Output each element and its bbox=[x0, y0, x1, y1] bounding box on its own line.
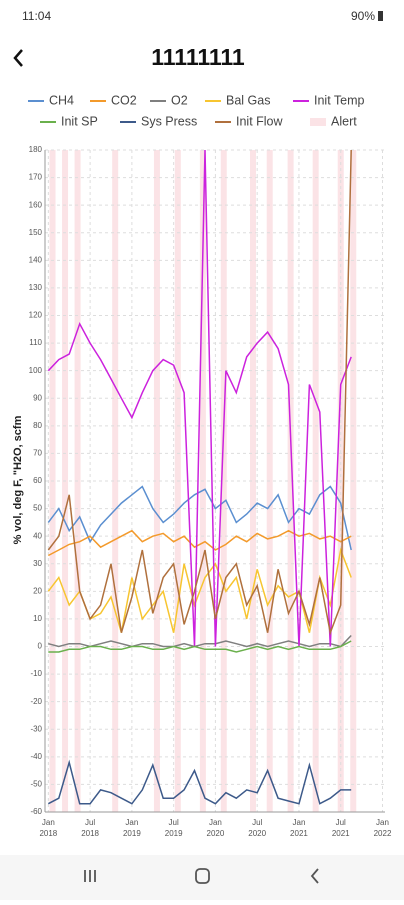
legend-swatch bbox=[310, 118, 326, 126]
alert-band bbox=[287, 150, 294, 812]
series-line bbox=[47, 150, 352, 636]
y-tick-label: 180 bbox=[29, 145, 43, 154]
y-tick-label: 50 bbox=[33, 504, 42, 513]
y-tick-label: 0 bbox=[38, 642, 43, 651]
back-button[interactable] bbox=[13, 49, 23, 67]
x-tick-label: Jan 2022 bbox=[374, 818, 392, 838]
y-tick-label: 10 bbox=[33, 614, 42, 623]
y-tick-label: 110 bbox=[29, 338, 42, 347]
y-tick-label: 100 bbox=[29, 366, 43, 375]
y-tick-label: -40 bbox=[30, 752, 42, 761]
x-tick-label: Jan 2021 bbox=[290, 818, 308, 838]
y-tick-label: 120 bbox=[29, 311, 43, 320]
y-tick-label: 60 bbox=[33, 476, 42, 485]
plot: -60 -50 -40 -30 -20 -10 0 10 20 30 40 50 60 70 80 90 100… bbox=[29, 145, 392, 838]
y-tick-label: 80 bbox=[33, 421, 42, 430]
x-tick-label: Jul 2018 bbox=[81, 818, 99, 838]
x-tick-label: Jan 2020 bbox=[207, 818, 225, 838]
y-tick-label: 70 bbox=[33, 449, 42, 458]
series-line bbox=[47, 485, 352, 551]
legend-label: CH4 bbox=[49, 93, 74, 107]
y-tick-label: 140 bbox=[29, 255, 43, 264]
x-tick-label: Jan 2018 bbox=[39, 818, 57, 838]
y-tick-label: -10 bbox=[30, 669, 42, 678]
battery-icon bbox=[378, 11, 383, 21]
y-tick-label: -50 bbox=[30, 780, 42, 789]
y-tick-label: 150 bbox=[29, 228, 43, 237]
series-line bbox=[47, 529, 352, 557]
nav-back[interactable] bbox=[310, 868, 319, 884]
y-tick-label: 170 bbox=[29, 173, 43, 182]
legend-label: O2 bbox=[171, 93, 188, 107]
legend-label: Init Temp bbox=[314, 93, 365, 107]
y-tick-label: -20 bbox=[30, 697, 42, 706]
alert-band bbox=[250, 150, 257, 812]
y-tick-label: 20 bbox=[33, 586, 42, 595]
alert-band bbox=[112, 150, 119, 812]
x-tick-label: Jul 2020 bbox=[248, 818, 266, 838]
legend-label: Init Flow bbox=[236, 114, 284, 128]
y-tick-label: 90 bbox=[33, 393, 42, 402]
alert-band bbox=[153, 150, 160, 812]
legend-label: Bal Gas bbox=[226, 93, 270, 107]
legend-label: Alert bbox=[331, 114, 357, 128]
y-tick-label: 160 bbox=[29, 200, 43, 209]
series-line bbox=[47, 150, 352, 647]
y-tick-label: -30 bbox=[30, 724, 42, 733]
x-tick-label: Jan 2019 bbox=[123, 818, 141, 838]
series-line bbox=[47, 759, 352, 805]
nav-home[interactable] bbox=[195, 868, 210, 884]
alert-band bbox=[220, 150, 227, 812]
status-battery: 90% bbox=[351, 9, 375, 23]
x-tick-label: Jul 2021 bbox=[332, 818, 350, 838]
nav-bar bbox=[0, 855, 404, 900]
y-tick-label: -60 bbox=[30, 807, 42, 816]
y-tick-label: 130 bbox=[29, 283, 43, 292]
legend-label: CO2 bbox=[111, 93, 137, 107]
y-axis-label: % vol, deg F, "H2O, scfm bbox=[12, 415, 24, 544]
y-tick-label: 30 bbox=[33, 559, 42, 568]
x-tick-label: Jul 2019 bbox=[165, 818, 183, 838]
series-line bbox=[48, 640, 352, 653]
series-line bbox=[48, 634, 352, 648]
page-title: 11111111 bbox=[151, 44, 245, 70]
y-tick-label: 40 bbox=[33, 531, 42, 540]
status-time: 11:04 bbox=[22, 9, 51, 23]
legend-label: Init SP bbox=[61, 114, 98, 128]
nav-recent[interactable] bbox=[84, 870, 96, 882]
legend-label: Sys Press bbox=[141, 114, 197, 128]
